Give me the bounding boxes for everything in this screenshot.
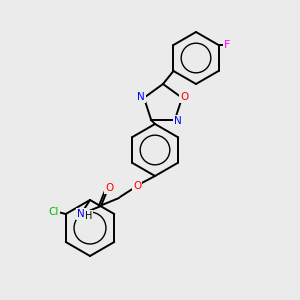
Text: F: F [224, 40, 231, 50]
Text: N: N [137, 92, 145, 102]
Text: O: O [133, 181, 141, 191]
Text: O: O [180, 92, 188, 102]
Text: N: N [174, 116, 182, 126]
Text: O: O [105, 183, 113, 193]
Text: N: N [77, 209, 85, 219]
Text: Cl: Cl [49, 207, 59, 217]
Text: H: H [85, 211, 93, 221]
